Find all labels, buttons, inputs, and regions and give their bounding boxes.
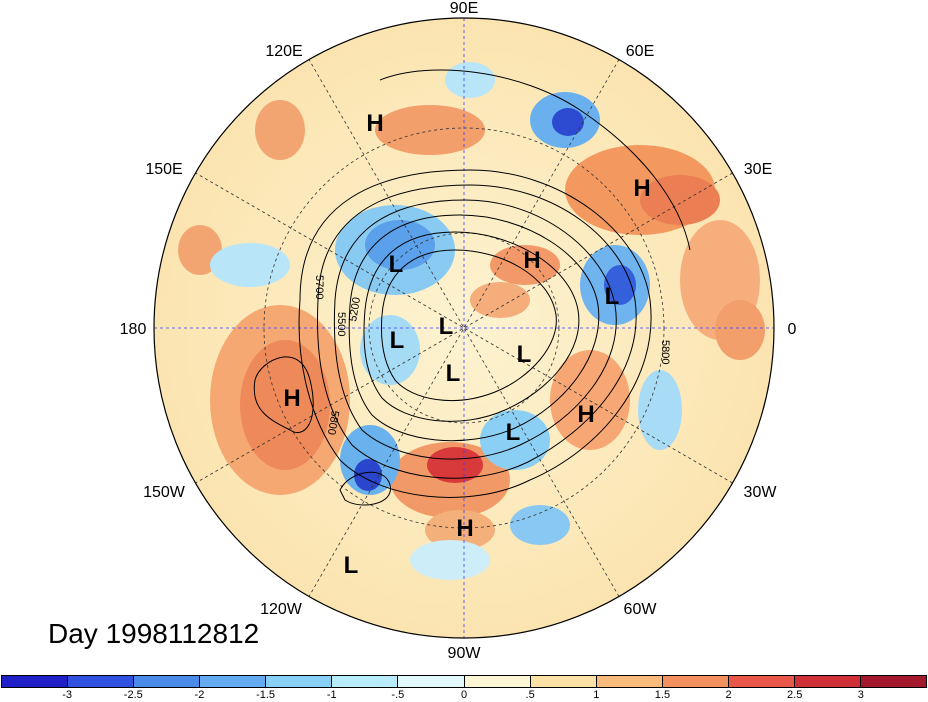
colorbar-tick-label: -2.5 — [123, 689, 143, 701]
colorbar-swatch — [266, 676, 333, 687]
colorbar-tick-label: -1.5 — [256, 689, 276, 701]
colorbar-tick-label: -1 — [326, 689, 337, 701]
colorbar-tick-label: 2.5 — [787, 689, 803, 701]
colorbar-tick-label: 3 — [857, 689, 864, 701]
colorbar-swatch — [728, 676, 795, 687]
lon-label-150w: 150W — [143, 484, 186, 501]
colorbar-swatch — [68, 676, 135, 687]
lon-label-60w: 60W — [624, 601, 658, 618]
height-contours — [253, 69, 691, 506]
colorbar-swatch — [530, 676, 597, 687]
low-marker: L — [446, 360, 461, 387]
high-marker: H — [456, 515, 473, 542]
lon-label-30w: 30W — [744, 484, 778, 501]
low-marker: L — [506, 419, 521, 446]
colorbar-tick-label: -.5 — [391, 689, 405, 701]
low-marker: L — [390, 327, 405, 354]
pressure-systems: H H L H L L L L H H L L H L — [283, 110, 650, 579]
colorbar-swatch — [794, 676, 862, 687]
map-title: Day 1998112812 — [48, 618, 260, 649]
low-marker: L — [439, 313, 454, 340]
low-marker: L — [605, 283, 620, 310]
contour-labels: 5700 5500 5200 5800 5800 — [313, 275, 671, 436]
colorbar-swatch — [861, 676, 927, 687]
lon-label-180: 180 — [120, 321, 147, 338]
low-marker: L — [517, 341, 532, 368]
lon-label-30e: 30E — [744, 161, 772, 178]
contour-label: 5700 — [313, 275, 325, 299]
contour-label: 5800 — [659, 340, 671, 364]
high-marker: H — [577, 401, 594, 428]
colorbar-swatch — [464, 676, 531, 687]
lon-label-150e: 150E — [145, 161, 182, 178]
high-marker: H — [523, 247, 540, 274]
contour-label: 5800 — [325, 409, 341, 435]
high-marker: H — [366, 110, 383, 137]
colorbar-swatch — [134, 676, 201, 687]
colorbar-tick-label: 1.5 — [654, 689, 671, 701]
colorbar-tick-label: .5 — [525, 689, 535, 701]
lon-label-120e: 120E — [265, 43, 302, 60]
map-boundary — [153, 17, 775, 639]
low-marker: L — [389, 251, 404, 278]
colorbar-swatch — [662, 676, 729, 687]
high-marker: H — [633, 175, 650, 202]
longitude-labels: 90E 60E 30E 0 30W 60W 90W 120W 150W 180 … — [120, 0, 797, 662]
colorbar-tick-label: 1 — [593, 689, 600, 701]
colorbar — [1, 675, 927, 688]
lon-label-0: 0 — [788, 321, 797, 338]
colorbar-swatch — [332, 676, 399, 687]
high-marker: H — [283, 385, 300, 412]
lon-label-120w: 120W — [260, 601, 303, 618]
colorbar-swatch — [200, 676, 267, 687]
low-marker: L — [344, 552, 359, 579]
colorbar-swatch — [596, 676, 663, 687]
graticule — [154, 18, 774, 638]
lon-label-90w: 90W — [448, 645, 482, 662]
colorbar-swatch — [2, 676, 69, 687]
colorbar-swatch — [398, 676, 465, 687]
colorbar-tick-label: 2 — [725, 689, 732, 701]
colorbar-labels: -3 -2.5 -2 -1.5 -1 -.5 0 .5 1 1.5 2 2.5 3 — [0, 689, 928, 702]
lon-label-90e: 90E — [450, 0, 478, 17]
colorbar-tick-label: -3 — [62, 689, 73, 701]
lon-label-60e: 60E — [626, 43, 654, 60]
contour-label: 5200 — [347, 296, 363, 322]
colorbar-tick-label: 0 — [460, 689, 468, 701]
contour-label: 5500 — [335, 312, 347, 336]
colorbar-tick-label: -2 — [194, 689, 205, 701]
